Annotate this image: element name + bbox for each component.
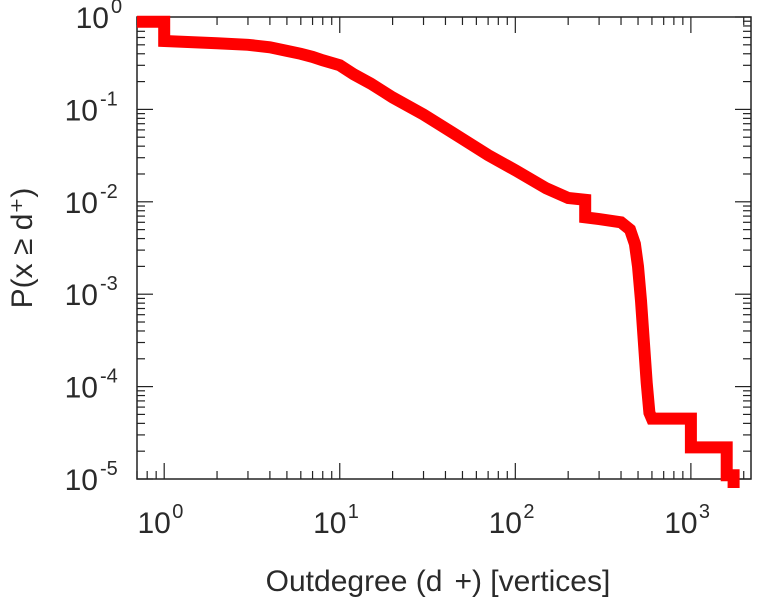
tick-labels: 10 0 10 1 10 2 10 310 010 -110 -210 -310 -410 -5 [65, 0, 710, 540]
x-tick-exp-3: 3 [699, 501, 710, 523]
x-tick-exp-2: 2 [523, 501, 534, 523]
series-layer [137, 15, 740, 488]
x-tick-label-0: 10 [138, 507, 171, 540]
y-tick-label-4: 10 [65, 372, 98, 405]
x-axis-label: Outdegree (d +) [vertices] [266, 565, 611, 598]
y-tick-label-2: 10 [65, 187, 98, 220]
tick-marks [136, 16, 751, 480]
x-tick-label-3: 10 [664, 507, 697, 540]
x-tick-label-1: 10 [313, 507, 346, 540]
x-tick-exp-0: 0 [172, 501, 183, 523]
y-tick-label-5: 10 [65, 464, 98, 497]
y-tick-exp-4: -4 [100, 366, 118, 388]
y-tick-exp-0: 0 [111, 0, 122, 18]
y-tick-exp-3: -3 [100, 273, 118, 295]
y-tick-label-3: 10 [65, 279, 98, 312]
series-line-0 [137, 15, 740, 488]
y-tick-exp-5: -5 [100, 458, 118, 480]
plot-frame [136, 16, 752, 480]
y-tick-label-1: 10 [65, 94, 98, 127]
x-tick-exp-1: 1 [348, 501, 359, 523]
y-axis-label: P(x ≥ d⁺) [6, 188, 39, 309]
y-tick-label-0: 10 [76, 2, 109, 35]
y-tick-exp-1: -1 [100, 88, 118, 110]
y-tick-exp-2: -2 [100, 181, 118, 203]
x-tick-label-2: 10 [489, 507, 522, 540]
